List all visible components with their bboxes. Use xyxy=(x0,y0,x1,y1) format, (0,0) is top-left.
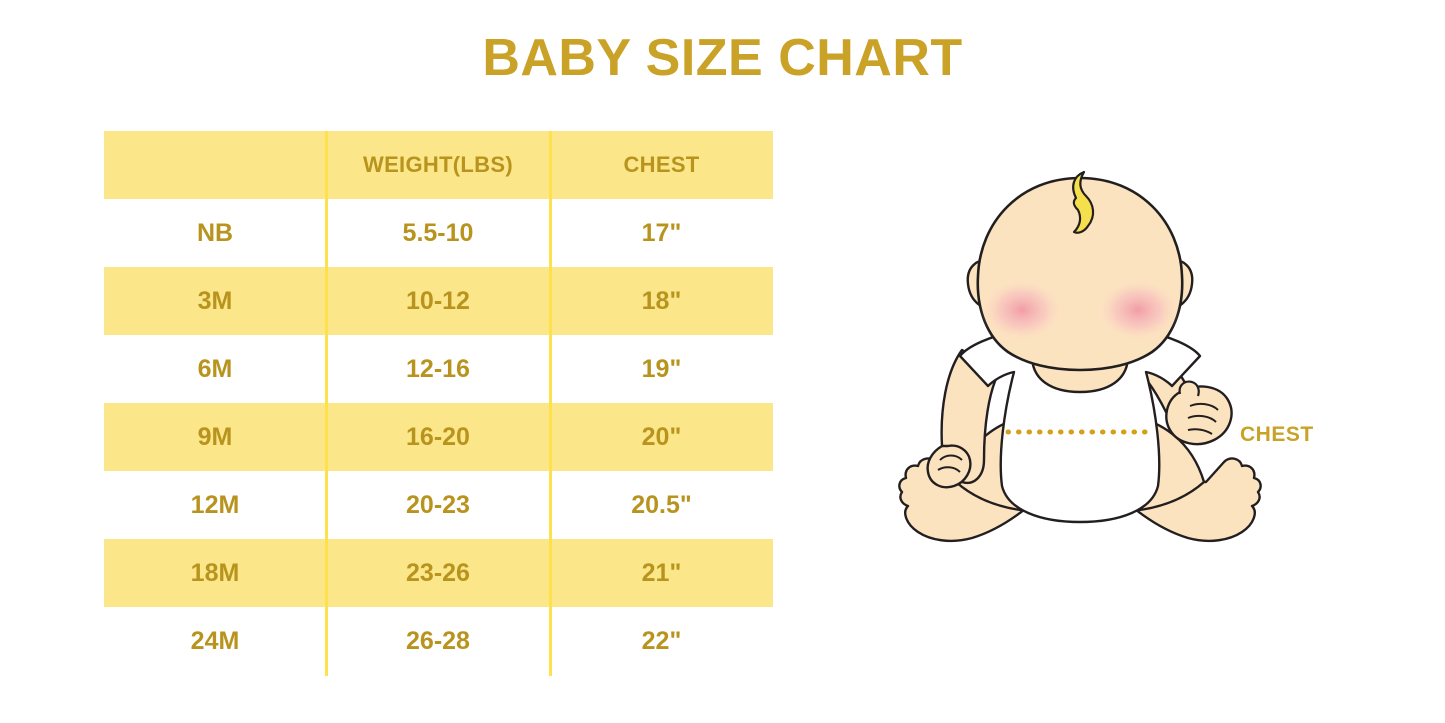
cell-weight: 12-16 xyxy=(326,335,550,403)
cell-size: 12M xyxy=(104,471,326,539)
cell-chest: 22" xyxy=(550,607,773,675)
right-fist-thumb xyxy=(1178,380,1200,397)
right-fist-knuckles xyxy=(1187,402,1219,435)
cell-weight: 10-12 xyxy=(326,267,550,335)
hair-curl-icon xyxy=(1072,170,1095,234)
column-header-weight: WEIGHT(LBS) xyxy=(326,131,550,199)
table-row: NB 5.5-10 17" xyxy=(104,199,773,267)
cell-weight: 23-26 xyxy=(326,539,550,607)
cell-size: 6M xyxy=(104,335,326,403)
baby-illustration xyxy=(898,170,1262,543)
cell-chest: 19" xyxy=(550,335,773,403)
table-body: NB 5.5-10 17" 3M 10-12 18" 6M 12-16 19" 9M 16-20 20… xyxy=(104,199,773,675)
cell-size: 18M xyxy=(104,539,326,607)
right-leg xyxy=(1128,457,1262,543)
table-row: 24M 26-28 22" xyxy=(104,607,773,675)
baby-size-table: WEIGHT(LBS) CHEST NB 5.5-10 17" 3M 10-12 18" 6… xyxy=(104,131,773,675)
right-cheek-blush xyxy=(1096,278,1180,342)
column-header-chest: CHEST xyxy=(550,131,773,199)
chest-measurement-label: CHEST xyxy=(1240,423,1314,446)
table-row: 18M 23-26 21" xyxy=(104,539,773,607)
cell-size: 3M xyxy=(104,267,326,335)
cell-weight: 16-20 xyxy=(326,403,550,471)
cell-weight: 5.5-10 xyxy=(326,199,550,267)
page-title: BABY SIZE CHART xyxy=(482,29,963,87)
cell-chest: 17" xyxy=(550,199,773,267)
table-row: 6M 12-16 19" xyxy=(104,335,773,403)
table-row: 3M 10-12 18" xyxy=(104,267,773,335)
table-row: 12M 20-23 20.5" xyxy=(104,471,773,539)
column-divider-1 xyxy=(325,131,328,676)
left-cheek-blush xyxy=(980,278,1064,342)
column-divider-2 xyxy=(549,131,552,676)
table-header: WEIGHT(LBS) CHEST xyxy=(104,131,773,199)
cell-size: 24M xyxy=(104,607,326,675)
cell-weight: 26-28 xyxy=(326,607,550,675)
table-header-row: WEIGHT(LBS) CHEST xyxy=(104,131,773,199)
table-row: 9M 16-20 20" xyxy=(104,403,773,471)
cell-size: NB xyxy=(104,199,326,267)
cell-size: 9M xyxy=(104,403,326,471)
left-hand-fingers xyxy=(937,454,963,473)
cell-chest: 20.5" xyxy=(550,471,773,539)
column-header-size xyxy=(104,131,326,199)
cell-weight: 20-23 xyxy=(326,471,550,539)
cell-chest: 18" xyxy=(550,267,773,335)
cell-chest: 21" xyxy=(550,539,773,607)
cell-chest: 20" xyxy=(550,403,773,471)
